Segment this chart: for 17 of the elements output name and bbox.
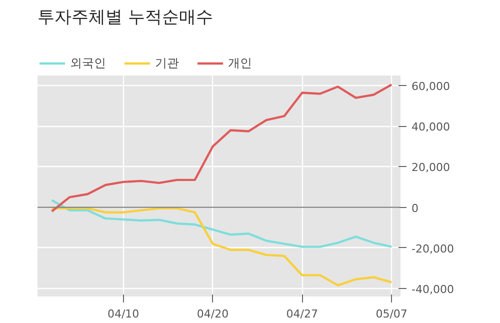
y-tick-label: 40,000	[412, 120, 450, 134]
y-tick-label: 0	[412, 202, 418, 215]
legend-label: 기관	[155, 54, 179, 72]
line-series	[50, 199, 393, 248]
y-tick-label: -20,000	[412, 242, 454, 256]
x-tick-label: 04/27	[286, 308, 318, 320]
line-series	[50, 84, 393, 212]
line-series	[50, 207, 393, 286]
x-tick-label: 04/10	[107, 308, 140, 320]
x-tick-label: 04/20	[196, 308, 229, 320]
y-tick-label: 20,000	[412, 161, 450, 174]
y-tick-label: -40,000	[412, 282, 454, 296]
legend-label: 개인	[228, 54, 252, 72]
y-tick-label: 60,000	[412, 80, 450, 94]
chart-title: 투자주체별 누적순매수	[38, 8, 213, 28]
legend-label: 외국인	[70, 54, 106, 72]
x-tick-label: 05/07	[376, 308, 408, 320]
